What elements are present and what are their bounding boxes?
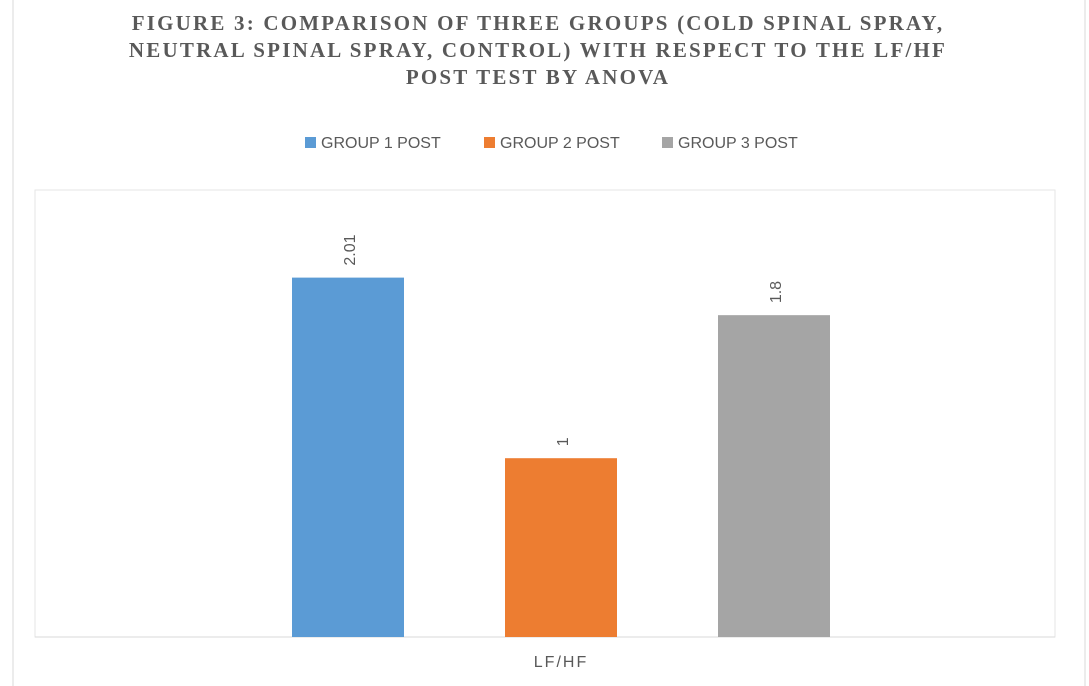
legend-label: GROUP 1 POST <box>321 135 441 152</box>
legend-swatch <box>662 137 673 148</box>
legend-label: GROUP 3 POST <box>678 135 798 152</box>
bar <box>718 315 830 637</box>
data-label: 2.01 <box>342 234 359 265</box>
legend-swatch <box>305 137 316 148</box>
legend-label: GROUP 2 POST <box>500 135 620 152</box>
x-tick-label: LF/HF <box>534 654 588 671</box>
bar <box>292 277 404 637</box>
bar <box>505 458 617 637</box>
chart-title: FIGURE 3: COMPARISON OF THREE GROUPS (CO… <box>128 11 948 89</box>
legend-swatch <box>484 137 495 148</box>
data-label: 1 <box>555 437 572 446</box>
data-label: 1.8 <box>768 281 785 303</box>
